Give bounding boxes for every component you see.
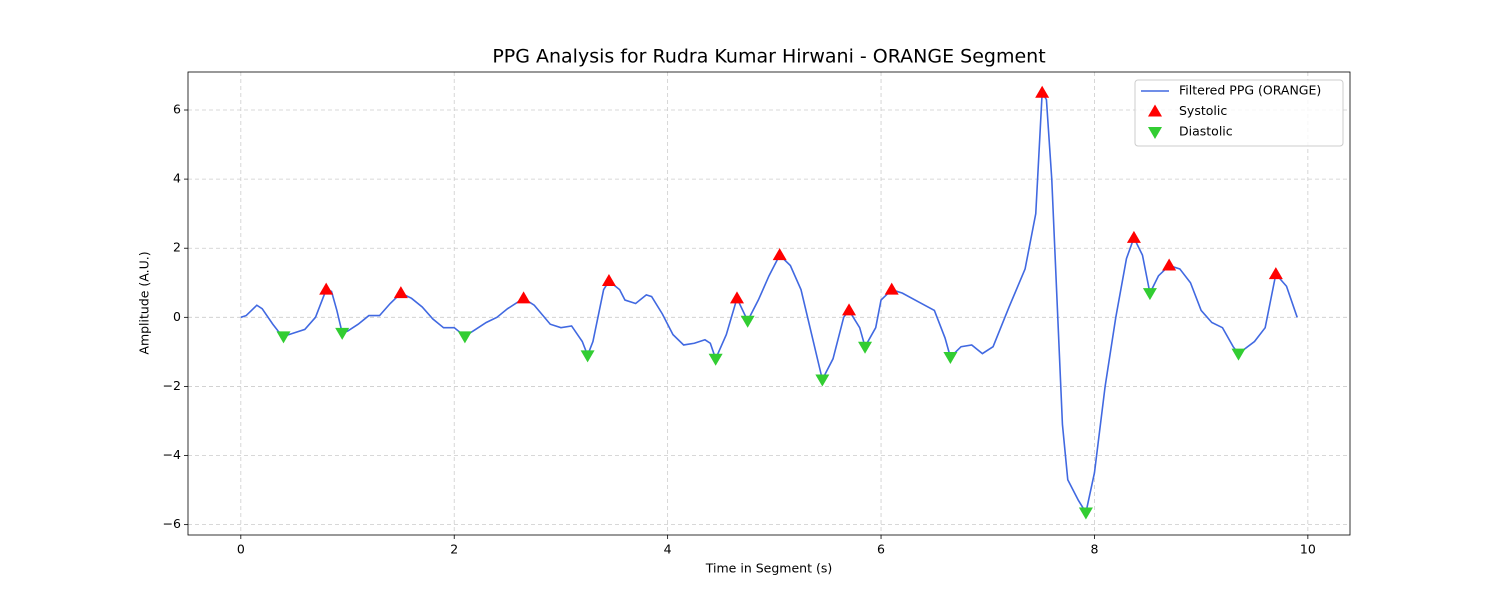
axes-frame — [187, 71, 1351, 536]
diastolic-marker — [1142, 288, 1157, 301]
systolic-marker — [393, 286, 408, 299]
chart-title: PPG Analysis for Rudra Kumar Hirwani - O… — [492, 46, 1045, 68]
diastolic-marker — [815, 374, 830, 387]
x-tick-label: 10 — [1300, 542, 1316, 557]
systolic-marker — [1268, 267, 1283, 280]
legend-label: Systolic — [1179, 103, 1227, 118]
systolic-marker — [772, 248, 787, 261]
systolic-marker — [729, 291, 744, 304]
y-tick-label: 2 — [173, 240, 181, 255]
y-tick-label: −6 — [163, 516, 181, 531]
diastolic-marker — [276, 331, 291, 344]
y-tick-label: 4 — [173, 171, 181, 186]
diastolic-marker — [1231, 348, 1246, 361]
x-tick-label: 4 — [664, 542, 672, 557]
systolic-marker — [319, 282, 334, 295]
systolic-marker — [601, 274, 616, 287]
x-tick-label: 2 — [450, 542, 458, 557]
diastolic-marker — [740, 315, 755, 328]
x-tick-label: 6 — [877, 542, 885, 557]
systolic-marker — [1162, 258, 1177, 271]
y-tick-label: 0 — [173, 309, 181, 324]
x-tick-label: 8 — [1090, 542, 1098, 557]
y-tick-label: −4 — [163, 447, 181, 462]
systolic-marker — [1126, 230, 1141, 243]
y-tick-label: −2 — [163, 378, 181, 393]
legend-label: Filtered PPG (ORANGE) — [1179, 83, 1321, 98]
diastolic-marker — [1078, 507, 1093, 520]
diastolic-marker — [580, 350, 595, 363]
systolic-marker — [516, 291, 531, 304]
legend-label: Diastolic — [1179, 124, 1233, 139]
systolic-marker — [1035, 85, 1050, 98]
diastolic-marker — [708, 353, 723, 366]
diastolic-marker — [457, 331, 472, 344]
diastolic-marker — [335, 327, 350, 340]
ppg-line — [240, 90, 1298, 515]
legend-marker — [1148, 104, 1162, 117]
legend-box — [1134, 79, 1344, 147]
diastolic-marker — [943, 352, 958, 365]
x-tick-label: 0 — [237, 542, 245, 557]
systolic-marker — [842, 303, 857, 316]
systolic-marker — [884, 282, 899, 295]
x-axis-label: Time in Segment (s) — [705, 561, 832, 576]
legend-marker — [1148, 127, 1162, 139]
diastolic-marker — [858, 341, 873, 354]
y-tick-label: 6 — [173, 102, 181, 117]
y-axis-label: Amplitude (A.U.) — [137, 251, 152, 354]
